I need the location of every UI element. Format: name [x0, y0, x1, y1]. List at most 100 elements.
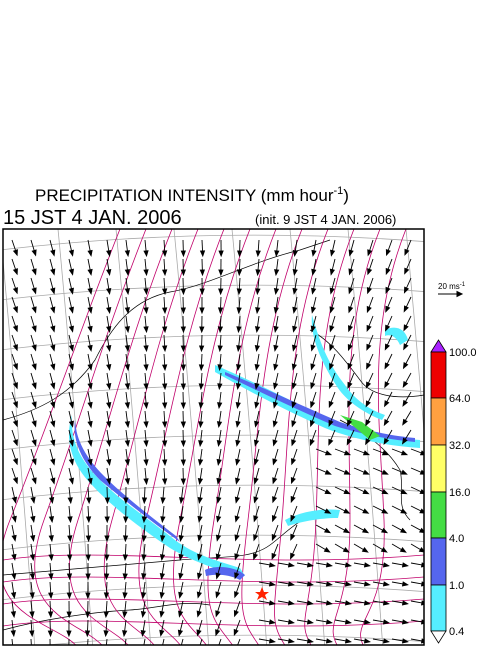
wind-arrow-head [49, 536, 53, 541]
wind-arrow-head [105, 555, 109, 560]
wind-arrow-head [144, 403, 148, 408]
wind-arrow-head [142, 498, 146, 503]
wind-arrow-head [51, 250, 55, 255]
wind-arrow-head [216, 611, 220, 616]
wind-arrow-head [344, 490, 349, 494]
wind-arrow-head [236, 421, 240, 426]
wind-arrow-head [255, 346, 259, 351]
wind-arrow-head [88, 421, 92, 426]
wind-arrow-head [274, 364, 278, 369]
wind-arrow-head [163, 479, 167, 484]
wind-arrow-head [160, 630, 164, 635]
wind-arrow-head [163, 384, 167, 389]
wind-arrow-head [181, 384, 185, 389]
wind-arrow-head [288, 620, 293, 624]
wind-arrow-head [291, 478, 295, 483]
wind-arrow-head [179, 592, 183, 597]
wind-arrow-head [125, 441, 129, 446]
wind-arrow-head [107, 441, 111, 446]
wind-arrow-head [386, 287, 390, 292]
wind-arrow-head [403, 401, 407, 406]
wind-arrow-head [293, 326, 297, 331]
wind-arrow-head [402, 582, 407, 586]
wind-arrow-head [329, 402, 333, 407]
wind-arrow-head [141, 612, 145, 617]
wind-arrow-head [107, 308, 111, 313]
wind-arrow-head [236, 384, 240, 389]
wind-arrow-head [256, 308, 260, 313]
wind-arrow-head [163, 403, 167, 408]
wind-arrow-head [123, 574, 127, 579]
wind-arrow-head [13, 497, 17, 502]
wind-arrow-head [86, 612, 90, 617]
wind-arrow-head [51, 326, 55, 331]
wind-arrow-head [345, 582, 350, 586]
wind-arrow-head [197, 630, 201, 635]
colorbar-label: 16.0 [449, 487, 470, 499]
wind-arrow-head [382, 470, 387, 474]
wind-arrow-head [48, 631, 52, 636]
wind-arrow-head [385, 363, 389, 368]
wind-arrow-head [199, 365, 203, 370]
colorbar: 100.064.032.016.04.01.00.4 [431, 340, 477, 643]
wind-arrow-head [14, 250, 18, 255]
wind-arrow-head [105, 498, 109, 503]
wind-arrow-head [107, 251, 111, 256]
wind-arrow-head [367, 325, 371, 330]
wind-arrow-head [368, 269, 372, 274]
wind-arrow-head [217, 516, 221, 521]
wind-arrow-head [11, 612, 15, 617]
wind-arrow-head [292, 459, 296, 464]
wind-arrow-head [144, 479, 148, 484]
wind-arrow-head [325, 470, 330, 474]
wind-arrow-head [326, 582, 331, 586]
wind-arrow-head [383, 582, 388, 586]
wind-arrow-head [104, 631, 108, 636]
wind-arrow-head [311, 402, 315, 407]
wind-arrow-head [383, 620, 388, 624]
wind-arrow-head [344, 470, 349, 474]
wind-arrow-head [269, 639, 274, 643]
grid-line [174, 229, 209, 650]
wind-arrow-head [329, 439, 333, 444]
wind-arrow-head [70, 478, 74, 483]
wind-arrow-head [256, 270, 260, 275]
grid-line [0, 385, 430, 400]
wind-arrow-head [348, 326, 352, 331]
wind-arrow-head [217, 478, 221, 483]
wind-arrow-head [70, 402, 74, 407]
wind-arrow-head [344, 528, 349, 532]
wind-arrow-head [123, 612, 127, 617]
wind-arrow-head [107, 346, 111, 351]
wind-arrow-head [269, 582, 274, 586]
wind-arrow-head [14, 459, 18, 464]
wind-arrow-head [144, 308, 148, 313]
wind-arrow-head [238, 251, 242, 256]
wind-arrow-head [291, 497, 295, 502]
wind-arrow-head [385, 344, 389, 349]
wind-arrow-head [88, 345, 92, 350]
wind-arrow-head [363, 490, 368, 494]
colorbar-label: 0.4 [449, 626, 464, 638]
wind-arrow-head [234, 630, 238, 635]
wind-arrow-head [310, 421, 314, 426]
wind-arrow-head [104, 612, 108, 617]
wind-arrow-head [32, 383, 36, 388]
wind-arrow-head [345, 620, 350, 624]
wind-arrow-head [88, 250, 92, 255]
wind-arrow-head [32, 345, 36, 350]
wind-arrow-head [32, 440, 36, 445]
wind-arrow-head [88, 269, 92, 274]
wind-arrow-head [67, 574, 71, 579]
wind-arrow-head [254, 459, 258, 464]
wind-arrow-head [330, 326, 334, 331]
wind-arrow-head [32, 326, 36, 331]
wind-arrow-head [51, 269, 55, 274]
wind-arrow-head [161, 555, 165, 560]
wind-arrow-head [325, 528, 330, 532]
wind-arrow-head [312, 250, 316, 255]
wind-arrow-head [107, 365, 111, 370]
wind-arrow-head [273, 421, 277, 426]
wind-arrow-head [364, 601, 369, 605]
wind-arrow-head [272, 535, 276, 540]
